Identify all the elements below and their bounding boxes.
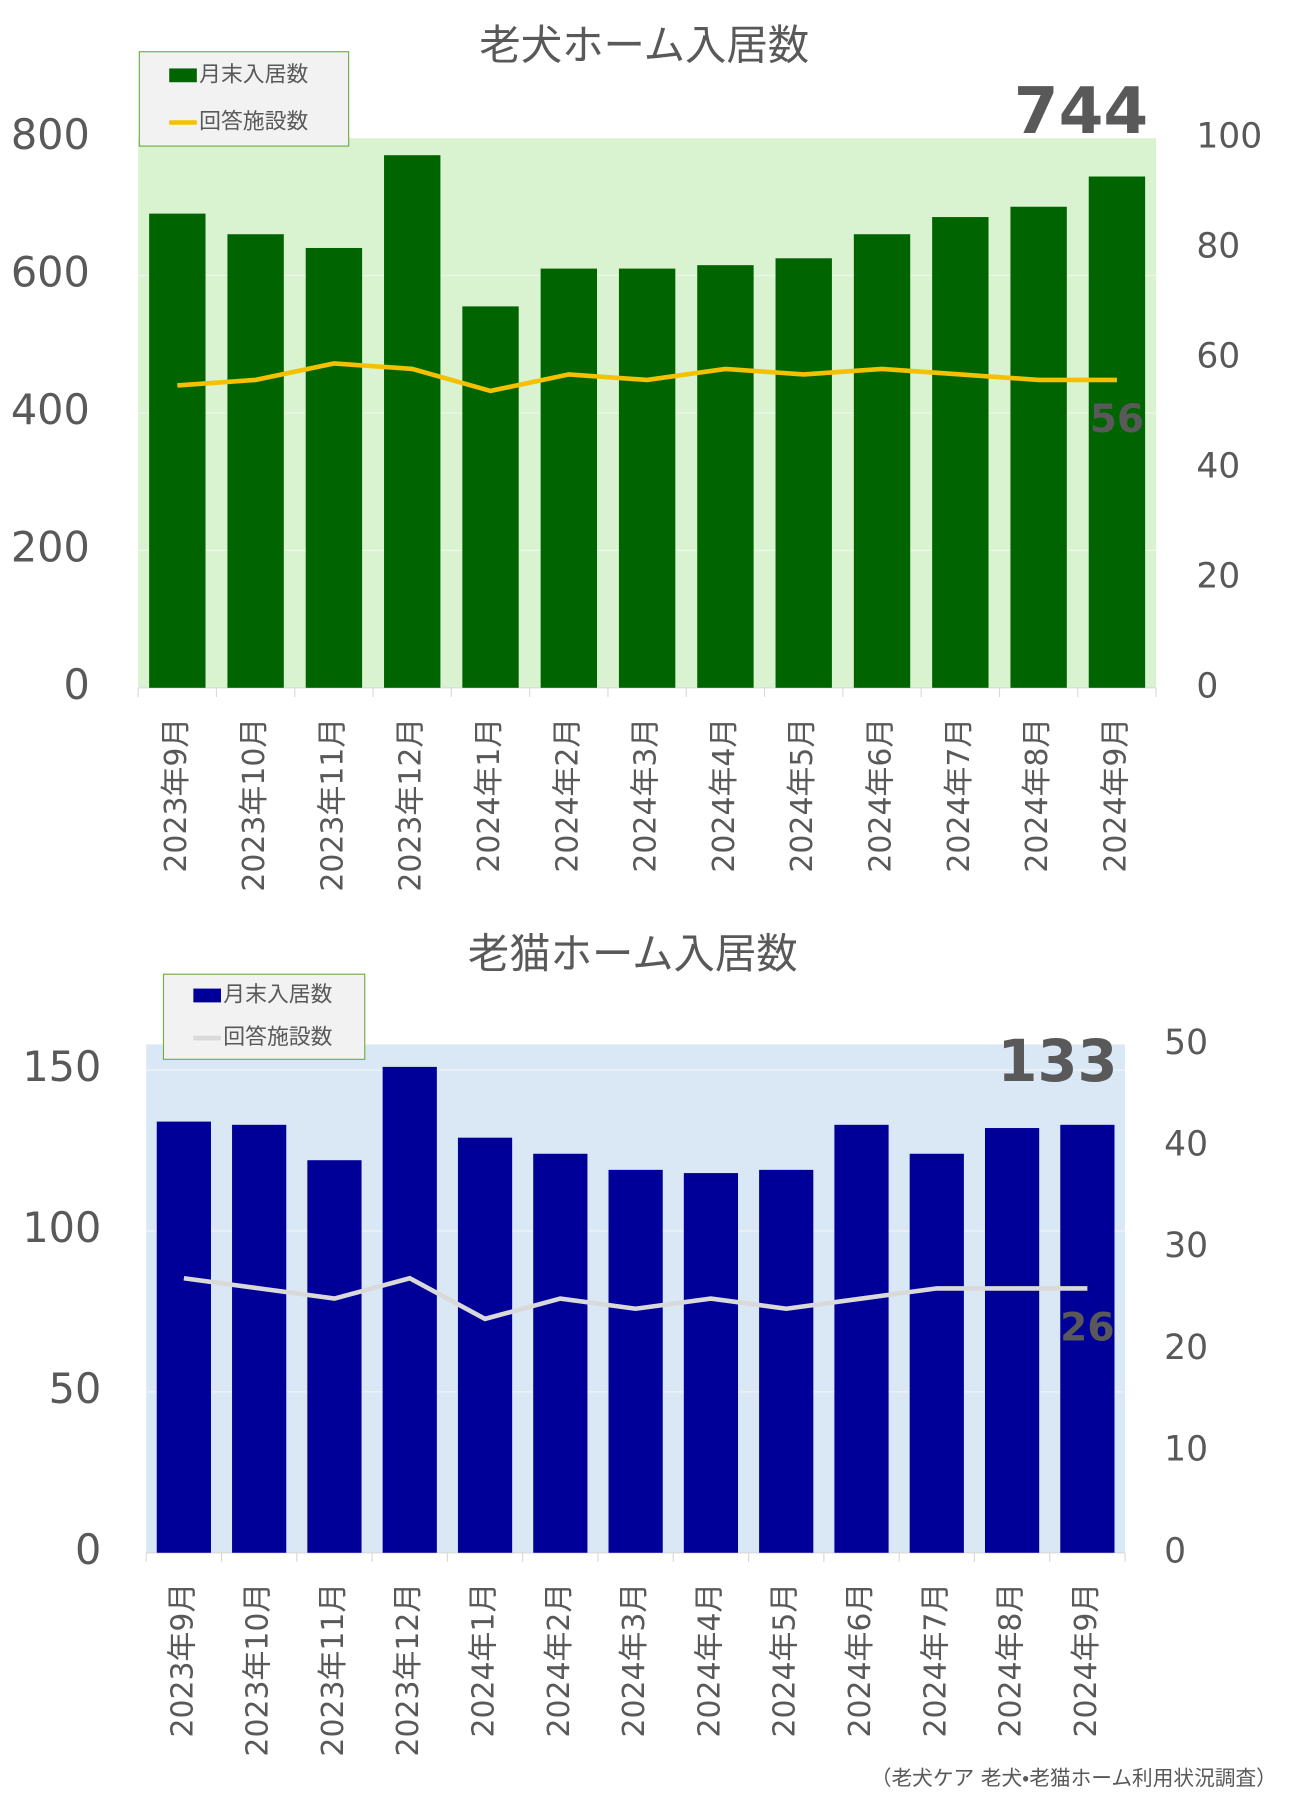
bar <box>608 1169 663 1553</box>
bar <box>775 258 832 688</box>
legend-box <box>138 51 350 147</box>
x-tick-label: 2024年7月 <box>918 1583 953 1738</box>
y2-tick-label: 50 <box>1164 1023 1208 1063</box>
legend-label: 月末入居数 <box>223 982 332 1007</box>
y-tick-label: 200 <box>11 523 90 571</box>
x-tick-label: 2024年3月 <box>617 1583 652 1738</box>
x-tick-label: 2023年9月 <box>165 1583 200 1738</box>
y-tick-label: 600 <box>11 248 90 296</box>
x-tick-label: 2024年9月 <box>1069 1583 1104 1738</box>
bar <box>834 1124 889 1553</box>
bar <box>384 155 441 688</box>
bar <box>759 1169 814 1553</box>
legend-label: 月末入居数 <box>199 62 308 87</box>
bar <box>227 234 284 688</box>
y2-tick-label: 0 <box>1196 666 1218 706</box>
bar <box>462 306 519 688</box>
y-tick-label: 800 <box>11 111 90 159</box>
bar <box>697 265 754 688</box>
y-tick-label: 50 <box>49 1365 102 1413</box>
legend-label: 回答施設数 <box>223 1025 332 1050</box>
x-tick-label: 2024年9月 <box>1098 718 1133 873</box>
y2-tick-label: 40 <box>1196 446 1240 486</box>
chart-title: 老犬ホーム入居数 <box>479 21 809 69</box>
x-tick-label: 2024年6月 <box>843 1583 878 1738</box>
bar <box>382 1066 437 1553</box>
legend-box <box>162 973 366 1060</box>
x-tick-label: 2023年12月 <box>391 1583 426 1757</box>
y2-tick-label: 40 <box>1164 1125 1208 1165</box>
bar <box>1060 1124 1115 1553</box>
line <box>183 1275 1088 1322</box>
y-tick-label: 400 <box>11 386 90 434</box>
y2-tick-label: 60 <box>1196 336 1240 376</box>
bar <box>457 1137 513 1553</box>
x-tick-label: 2023年11月 <box>316 1583 351 1757</box>
bar <box>305 247 363 688</box>
bar <box>984 1128 1040 1553</box>
y2-tick-label: 20 <box>1164 1328 1208 1368</box>
x-tick-label: 2023年12月 <box>394 718 429 892</box>
x-tick-label: 2024年1月 <box>467 1583 502 1738</box>
bar <box>909 1153 964 1553</box>
source-note: （老犬ケア 老犬・老猫ホーム利用状況調査） <box>871 1766 1277 1790</box>
x-tick-label: 2024年5月 <box>768 1583 803 1738</box>
x-tick-label: 2023年9月 <box>159 718 194 873</box>
x-tick-label: 2024年1月 <box>472 718 507 873</box>
y2-tick-label: 100 <box>1196 117 1262 157</box>
bar <box>1088 176 1146 688</box>
data-label: 56 <box>1090 397 1144 442</box>
y2-tick-label: 30 <box>1164 1226 1208 1266</box>
x-tick-label: 2024年8月 <box>1020 718 1055 873</box>
bar <box>618 268 676 688</box>
x-tick-label: 2024年3月 <box>629 718 664 873</box>
x-tick-label: 2023年11月 <box>315 718 350 892</box>
y2-tick-label: 80 <box>1196 226 1240 266</box>
x-tick-label: 2024年5月 <box>785 718 820 873</box>
line <box>177 361 1117 394</box>
x-tick-label: 2024年2月 <box>550 718 585 873</box>
bar <box>149 213 206 688</box>
legend-label: 回答施設数 <box>199 109 308 134</box>
x-tick-label: 2024年4月 <box>707 718 742 873</box>
x-tick-label: 2024年2月 <box>542 1583 577 1738</box>
data-label: 744 <box>1014 74 1148 149</box>
bar <box>683 1173 739 1553</box>
bar <box>533 1153 588 1553</box>
y-tick-label: 100 <box>22 1204 101 1252</box>
x-tick-label: 2024年7月 <box>942 718 977 873</box>
y-tick-label: 150 <box>22 1043 101 1091</box>
x-tick-label: 2023年10月 <box>237 718 272 892</box>
x-tick-label: 2023年10月 <box>241 1583 276 1757</box>
y-tick-label: 0 <box>64 661 90 709</box>
x-tick-label: 2024年4月 <box>692 1583 727 1738</box>
legend-swatch <box>193 988 221 1003</box>
bar <box>853 234 911 688</box>
y2-tick-label: 10 <box>1164 1430 1208 1470</box>
chart-title: 老猫ホーム入居数 <box>468 930 798 978</box>
y-tick-label: 0 <box>75 1526 101 1574</box>
bar <box>156 1121 211 1553</box>
x-tick-label: 2024年6月 <box>864 718 899 873</box>
y2-tick-label: 20 <box>1196 556 1240 596</box>
bar <box>540 268 598 688</box>
data-label: 26 <box>1060 1305 1114 1350</box>
bar <box>1010 206 1067 688</box>
y2-tick-label: 0 <box>1164 1531 1186 1571</box>
bar <box>932 217 989 688</box>
x-tick-label: 2024年8月 <box>994 1583 1029 1738</box>
bar <box>232 1124 287 1553</box>
bar <box>307 1160 362 1553</box>
data-label: 133 <box>997 1028 1117 1095</box>
legend-swatch <box>169 68 197 83</box>
